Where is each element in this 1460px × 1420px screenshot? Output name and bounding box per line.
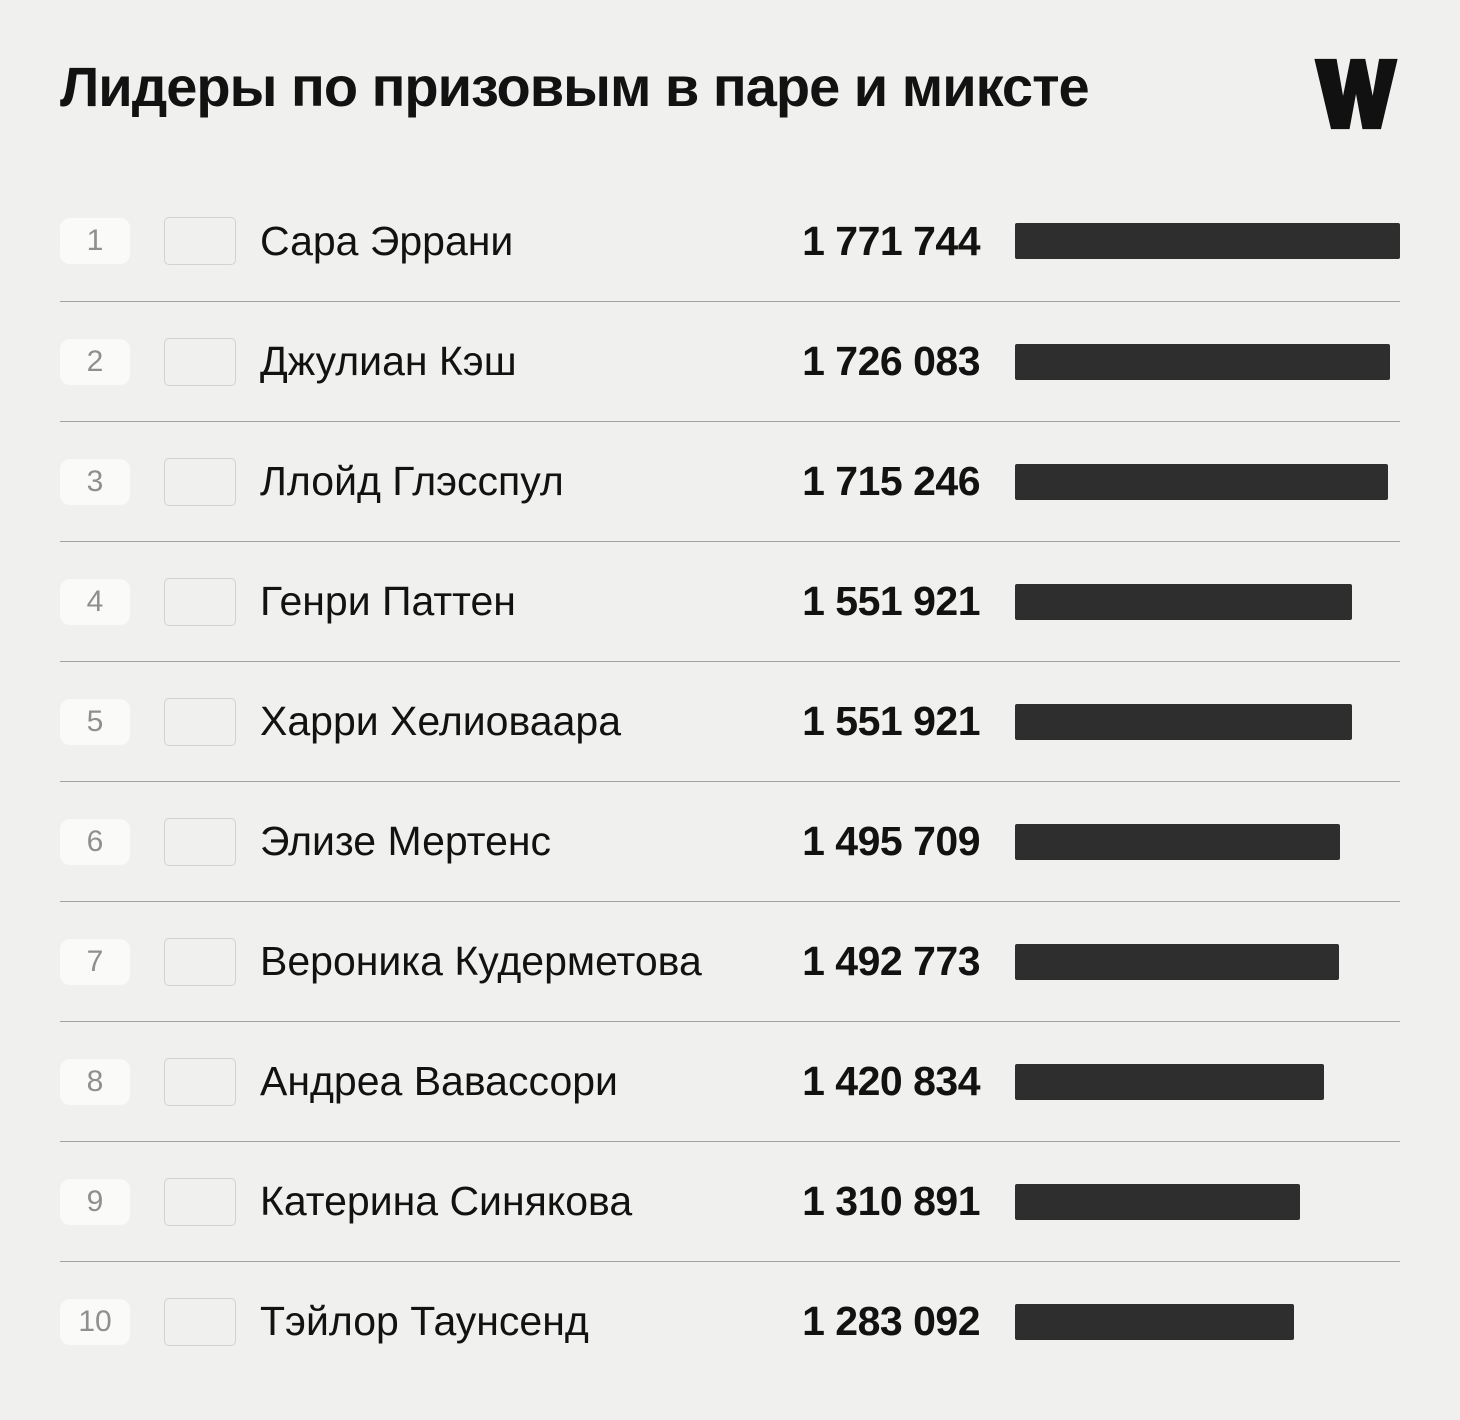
prize-value: 1 715 246 xyxy=(802,458,980,504)
value-bar xyxy=(1015,223,1400,259)
prize-value: 1 771 744 xyxy=(802,217,980,264)
rank-badge: 2 xyxy=(60,338,130,385)
player-name: Катерина Синякова xyxy=(260,1178,633,1224)
prize-value: 1 726 083 xyxy=(802,338,980,384)
value-bar xyxy=(1015,343,1391,380)
bar-track xyxy=(1015,1063,1400,1100)
ranking-row: 7 Вероника Кудерметова 1 492 773 xyxy=(60,901,1400,1021)
flag-icon-cz xyxy=(164,1178,236,1226)
rank-badge: 5 xyxy=(60,698,130,745)
player-name: Сара Эррани xyxy=(260,217,514,264)
bar-track xyxy=(1015,943,1400,980)
bar-track xyxy=(1015,1303,1400,1340)
championat-logo-icon xyxy=(1312,57,1400,131)
header: Лидеры по призовым в паре и миксте xyxy=(60,55,1400,131)
ranking-row: 1 Сара Эррани 1 771 744 xyxy=(60,181,1400,301)
player-name: Тэйлор Таунсенд xyxy=(260,1298,589,1344)
rank-badge: 3 xyxy=(60,458,130,505)
prize-value: 1 551 921 xyxy=(802,578,980,624)
ranking-row: 6 Элизе Мертенс 1 495 709 xyxy=(60,781,1400,901)
flag-icon-ru xyxy=(164,938,236,986)
prize-value: 1 495 709 xyxy=(802,818,980,864)
player-name: Харри Хелиоваара xyxy=(260,698,621,744)
flag-icon-be xyxy=(164,818,236,866)
bar-track xyxy=(1015,343,1400,380)
bar-track xyxy=(1015,1183,1400,1220)
ranking-row: 2 Джулиан Кэш 1 726 083 xyxy=(60,301,1400,421)
prize-value: 1 492 773 xyxy=(802,938,980,984)
bar-track xyxy=(1015,583,1400,620)
value-bar xyxy=(1015,463,1388,500)
rank-badge: 9 xyxy=(60,1178,130,1225)
prize-value: 1 420 834 xyxy=(802,1058,980,1104)
bar-track xyxy=(1015,463,1400,500)
player-name: Генри Паттен xyxy=(260,578,516,624)
bar-track xyxy=(1015,223,1400,259)
ranking-row: 9 Катерина Синякова 1 310 891 xyxy=(60,1141,1400,1261)
flag-icon-it xyxy=(164,217,236,265)
rank-badge: 4 xyxy=(60,578,130,625)
value-bar xyxy=(1015,943,1340,980)
value-bar xyxy=(1015,1303,1294,1340)
rank-badge: 10 xyxy=(60,1298,130,1345)
bar-track xyxy=(1015,823,1400,860)
player-name: Вероника Кудерметова xyxy=(260,938,702,984)
ranking-row: 5 Харри Хелиоваара 1 551 921 xyxy=(60,661,1400,781)
flag-icon-gb xyxy=(164,458,236,506)
value-bar xyxy=(1015,583,1353,620)
prize-value: 1 551 921 xyxy=(802,698,980,744)
ranking-row: 4 Генри Паттен 1 551 921 xyxy=(60,541,1400,661)
flag-icon-gb xyxy=(164,578,236,626)
prize-value: 1 310 891 xyxy=(802,1178,980,1224)
flag-icon-us xyxy=(164,1298,236,1346)
player-name: Ллойд Глэсспул xyxy=(260,458,564,504)
rank-badge: 6 xyxy=(60,818,130,865)
value-bar xyxy=(1015,1063,1324,1100)
flag-icon-fi xyxy=(164,698,236,746)
player-name: Элизе Мертенс xyxy=(260,818,552,864)
ranking-row: 8 Андреа Вавассори 1 420 834 xyxy=(60,1021,1400,1141)
bar-track xyxy=(1015,703,1400,740)
player-name: Джулиан Кэш xyxy=(260,338,517,384)
rank-badge: 1 xyxy=(60,218,130,264)
ranking-row: 10 Тэйлор Таунсенд 1 283 092 xyxy=(60,1261,1400,1381)
rank-badge: 7 xyxy=(60,938,130,985)
value-bar xyxy=(1015,1183,1300,1220)
flag-icon-gb xyxy=(164,338,236,386)
player-name: Андреа Вавассори xyxy=(260,1058,618,1104)
prize-value: 1 283 092 xyxy=(802,1298,980,1344)
ranking-list: 1 Сара Эррани 1 771 744 2 Джулиан Кэш 1 … xyxy=(60,181,1400,1381)
ranking-row: 3 Ллойд Глэсспул 1 715 246 xyxy=(60,421,1400,541)
flag-icon-it xyxy=(164,1058,236,1106)
value-bar xyxy=(1015,823,1341,860)
page-title: Лидеры по призовым в паре и миксте xyxy=(60,55,1090,118)
rank-badge: 8 xyxy=(60,1058,130,1105)
value-bar xyxy=(1015,703,1353,740)
